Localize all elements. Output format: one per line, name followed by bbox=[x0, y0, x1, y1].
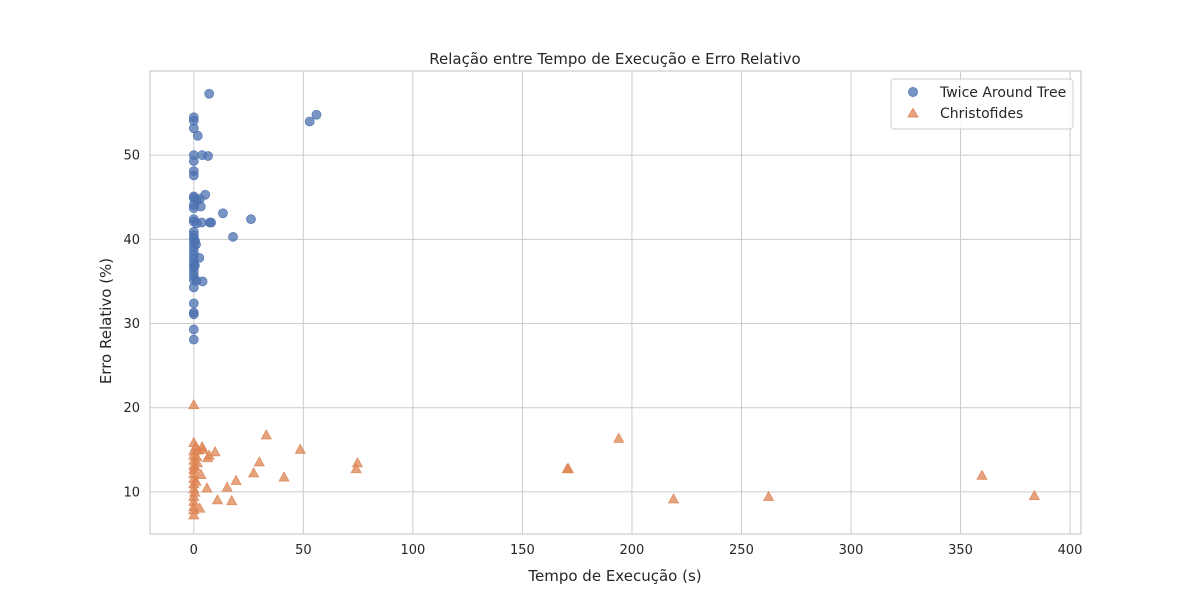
grid bbox=[150, 71, 1081, 534]
series-twice-around-tree bbox=[188, 88, 322, 345]
twice-around-tree-point bbox=[203, 151, 213, 161]
x-tick-label: 400 bbox=[1058, 543, 1083, 558]
legend-label-twice-around-tree: Twice Around Tree bbox=[939, 85, 1066, 101]
christofides-point bbox=[189, 486, 201, 497]
data-series bbox=[188, 88, 1041, 520]
christofides-point bbox=[230, 474, 242, 485]
x-tick-label: 250 bbox=[729, 543, 754, 558]
tick-labels: 0 50 100 150 200 250 300 350 400 10 20 30 40 50 bbox=[123, 149, 1082, 558]
christofides-point bbox=[194, 502, 206, 513]
christofides-point bbox=[253, 456, 265, 467]
christofides-point bbox=[1028, 489, 1041, 501]
x-tick-label: 350 bbox=[948, 543, 973, 558]
twice-around-tree-point bbox=[188, 334, 199, 345]
twice-around-tree-point bbox=[196, 217, 207, 228]
legend-box bbox=[890, 78, 1074, 130]
legend-label-christofides: Christofides bbox=[940, 106, 1023, 122]
chart-title: Relação entre Tempo de Execução e Erro R… bbox=[429, 50, 800, 68]
x-axis-label: Tempo de Execução (s) bbox=[527, 567, 701, 585]
twice-around-tree-point bbox=[188, 324, 199, 335]
x-tick-label: 100 bbox=[400, 543, 425, 558]
christofides-point bbox=[762, 490, 775, 501]
twice-around-tree-point bbox=[188, 166, 199, 177]
christofides-point bbox=[260, 429, 272, 440]
y-tick-label: 40 bbox=[123, 233, 140, 248]
y-tick-label: 50 bbox=[123, 149, 140, 164]
christofides-point bbox=[190, 475, 202, 486]
christofides-point bbox=[221, 481, 233, 492]
christofides-point bbox=[188, 500, 200, 511]
y-tick-label: 10 bbox=[123, 485, 140, 500]
twice-around-tree-point bbox=[218, 208, 228, 219]
christofides-point bbox=[350, 462, 362, 474]
twice-around-tree-point bbox=[188, 150, 199, 161]
christofides-point bbox=[294, 443, 306, 454]
christofides-point bbox=[201, 482, 213, 493]
christofides-point bbox=[188, 495, 200, 506]
twice-around-tree-point bbox=[190, 260, 200, 271]
christofides-point bbox=[613, 432, 625, 443]
twice-around-tree-point bbox=[228, 231, 238, 242]
christofides-point bbox=[562, 462, 575, 474]
christofides-point bbox=[188, 398, 200, 410]
christofides-point bbox=[188, 509, 200, 520]
twice-around-tree-point bbox=[192, 130, 203, 141]
y-tick-label: 20 bbox=[123, 401, 140, 416]
christofides-point bbox=[197, 443, 209, 454]
christofides-point bbox=[247, 467, 260, 478]
plot-area-frame bbox=[149, 70, 1082, 535]
twice-around-tree-point bbox=[206, 217, 217, 228]
twice-around-tree-point bbox=[197, 276, 208, 287]
x-tick-label: 50 bbox=[295, 543, 312, 558]
christofides-point bbox=[667, 493, 680, 504]
legend-circle-marker bbox=[908, 87, 918, 97]
christofides-point bbox=[209, 446, 221, 457]
x-tick-label: 0 bbox=[190, 543, 198, 558]
christofides-point bbox=[351, 456, 364, 468]
twice-around-tree-point bbox=[191, 239, 201, 250]
twice-around-tree-point bbox=[200, 189, 211, 200]
x-tick-label: 150 bbox=[510, 543, 535, 558]
legend-triangle-marker bbox=[907, 107, 919, 118]
twice-around-tree-point bbox=[304, 116, 315, 127]
christofides-point bbox=[278, 471, 290, 482]
twice-around-tree-point bbox=[194, 252, 205, 263]
twice-around-tree-point bbox=[246, 214, 256, 225]
christofides-point bbox=[226, 494, 238, 506]
series-christofides bbox=[188, 398, 1041, 520]
y-tick-label: 30 bbox=[123, 317, 140, 332]
twice-around-tree-point bbox=[188, 307, 199, 318]
twice-around-tree-point bbox=[204, 88, 215, 99]
twice-around-tree-point bbox=[188, 226, 199, 237]
twice-around-tree-point bbox=[188, 298, 199, 309]
y-axis-label: Erro Relativo (%) bbox=[97, 258, 115, 384]
christofides-point bbox=[976, 469, 988, 480]
x-tick-label: 300 bbox=[839, 543, 864, 558]
legend: Twice Around Tree Christofides bbox=[890, 78, 1074, 130]
christofides-point bbox=[191, 456, 203, 468]
twice-around-tree-point bbox=[195, 201, 206, 212]
twice-around-tree-point bbox=[188, 112, 199, 123]
twice-around-tree-point bbox=[311, 109, 322, 120]
x-tick-label: 200 bbox=[620, 543, 645, 558]
christofides-point bbox=[195, 468, 207, 479]
christofides-point bbox=[211, 494, 224, 505]
